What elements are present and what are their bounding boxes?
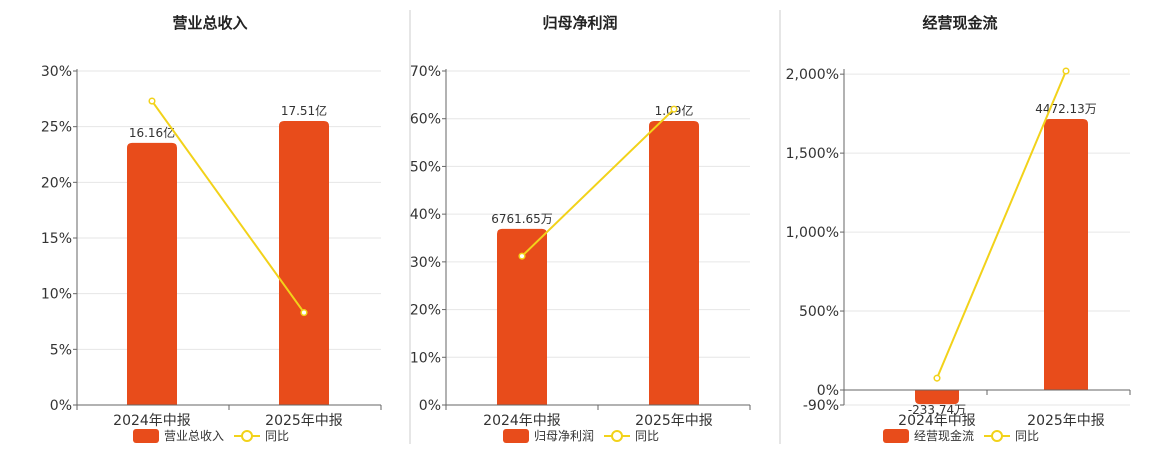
y-tick-label: 60% — [410, 112, 441, 128]
y-tick-label: 1,500% — [786, 146, 839, 162]
legend-swatch-point — [611, 430, 623, 442]
legend-label-line: 同比 — [635, 429, 659, 443]
bar-1 — [915, 390, 959, 405]
legend-swatch-point — [991, 430, 1003, 442]
legend-label-line: 同比 — [265, 429, 289, 443]
chart-title: 营业总收入 — [172, 14, 247, 32]
line-point-2 — [300, 309, 308, 317]
bar-2 — [649, 121, 699, 405]
legend-label-bar: 经营现金流 — [914, 428, 974, 443]
legend-swatch-bar — [883, 429, 909, 443]
y-tick-label: 0% — [419, 398, 441, 414]
x-tick-label: 2025年中报 — [265, 413, 343, 429]
line-point-1 — [933, 374, 941, 382]
y-tick-label: 1,000% — [786, 225, 839, 241]
chart-panel-3: 经营现金流 -90%0% 500% 1,000% 1,500% 2,000% -233.74… — [786, 14, 1131, 443]
legend-swatch-bar — [503, 429, 529, 443]
x-tick-label: 2024年中报 — [483, 413, 561, 429]
y-tick-label: 500% — [799, 304, 839, 320]
y-tick-label: 20% — [41, 175, 72, 191]
y-tick-label: 10% — [410, 350, 441, 366]
x-tick-label: 2025年中报 — [635, 413, 713, 429]
y-tick-label: 50% — [410, 159, 441, 175]
y-tick-label: 10% — [41, 287, 72, 303]
y-tick-label: 20% — [410, 303, 441, 319]
line-series — [521, 108, 675, 257]
chart-title: 经营现金流 — [922, 14, 997, 32]
y-tick-label: 15% — [41, 231, 72, 247]
y-tick-label: 40% — [410, 207, 441, 223]
bar-1 — [497, 228, 547, 405]
legend-label-bar: 归母净利润 — [534, 429, 594, 443]
bar-2 — [1044, 119, 1088, 390]
y-tick-label: 30% — [410, 255, 441, 271]
x-tick-label: 2025年中报 — [1027, 413, 1105, 429]
line-point-1 — [518, 252, 526, 260]
line-point-2 — [1062, 67, 1070, 75]
data-label: 17.51亿 — [281, 103, 327, 118]
y-tick-label: 5% — [50, 342, 72, 358]
chart-panel-1: 营业总收入 0% 5% 10% 15% 20% 25% 30% 16.16亿 17.51亿 2024… — [41, 14, 382, 443]
bar-2 — [279, 121, 329, 405]
x-tick-label: 2024年中报 — [898, 413, 976, 429]
legend-label-bar: 营业总收入 — [164, 429, 224, 443]
line-point-2 — [670, 105, 678, 113]
line-point-1 — [148, 97, 156, 105]
y-tick-label: -90% — [803, 398, 839, 414]
line-series — [151, 100, 305, 314]
line-series — [936, 70, 1067, 379]
data-label: 6761.65万 — [491, 212, 553, 226]
y-tick-label: 70% — [410, 64, 441, 80]
legend-swatch-bar — [133, 429, 159, 443]
chart-title: 归母净利润 — [542, 14, 617, 32]
data-label: -233.74万 — [908, 403, 966, 417]
data-label: 4472.13万 — [1035, 102, 1097, 116]
y-tick-label: 25% — [41, 120, 72, 136]
x-tick-label: 2024年中报 — [113, 413, 191, 429]
y-tick-label: 0% — [817, 383, 839, 399]
y-tick-label: 30% — [41, 64, 72, 80]
bar-1 — [127, 142, 177, 405]
chart-panel-2: 归母净利润0%10%20%30%40%50%60%70%6761.65万1.09… — [410, 14, 751, 443]
legend-label-line: 同比 — [1015, 429, 1039, 443]
y-tick-label: 0% — [50, 398, 72, 414]
legend-swatch-point — [241, 430, 253, 442]
y-tick-label: 2,000% — [786, 67, 839, 83]
data-label: 16.16亿 — [129, 125, 175, 140]
